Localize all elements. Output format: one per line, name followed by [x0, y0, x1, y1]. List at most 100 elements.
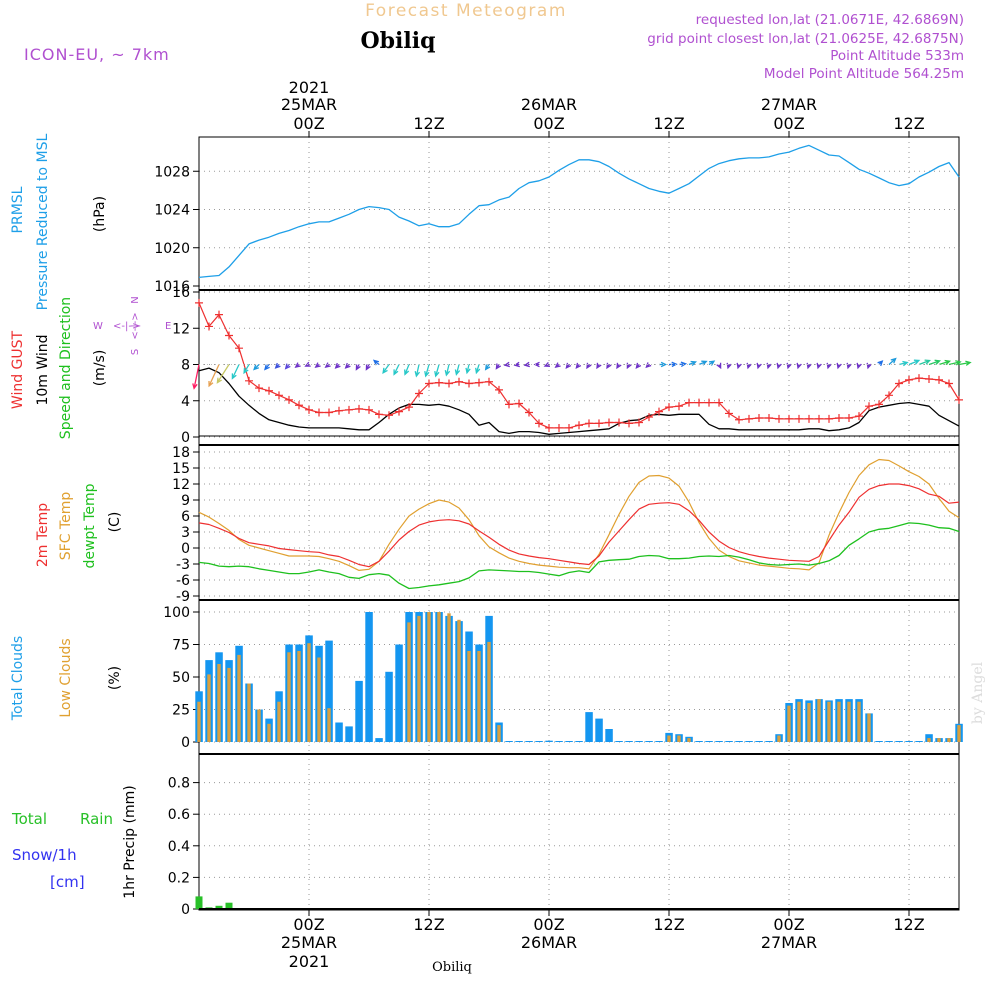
gust-marker — [815, 414, 823, 423]
y-tick-label: 12 — [172, 477, 190, 493]
wind-vector-arrow — [475, 364, 481, 375]
gust-marker — [455, 377, 463, 386]
compass-rose: N W <-|-> E S <-|-> — [93, 296, 171, 355]
gust-marker — [395, 407, 403, 416]
precip-label-rain: Rain — [80, 810, 113, 828]
pressure-unit: (hPa) — [92, 196, 108, 232]
gust-marker — [325, 408, 333, 417]
wind-label-10m: 10m Wind — [35, 334, 51, 405]
gust-marker — [575, 421, 583, 430]
wind-vector-arrow — [304, 361, 311, 367]
gust-marker — [795, 414, 803, 423]
gust-marker — [545, 423, 553, 432]
wind-vector-arrow — [382, 364, 390, 375]
y-tick-label: 75 — [172, 638, 190, 654]
low-cloud-bar — [427, 612, 431, 742]
y-tick-label: 0 — [181, 735, 190, 751]
wind-vector-arrow — [776, 362, 782, 370]
y-tick-label: 0.8 — [168, 776, 190, 792]
gust-marker — [215, 310, 223, 319]
y-tick-label: 16 — [172, 285, 190, 301]
wind-vector-arrow — [253, 364, 260, 371]
wind-vector-arrow — [192, 364, 200, 390]
y-tick-label: 6 — [181, 509, 190, 525]
bottom-hour-label: 12Z — [653, 915, 684, 934]
wind-vector-arrow — [454, 364, 461, 376]
bottom-hour-label: 12Z — [893, 915, 924, 934]
wind-vector-arrow — [928, 359, 942, 366]
low-cloud-bar — [467, 651, 471, 742]
gust-marker — [785, 414, 793, 423]
total-cloud-bar — [725, 741, 733, 742]
top-hour-label: 12Z — [413, 114, 444, 133]
temperature-panel: 2m Temp SFC Temp dewpt Temp (C) -9-6-303… — [35, 444, 960, 605]
total-cloud-bar — [395, 644, 403, 742]
wind-vector-arrow — [365, 364, 371, 371]
wind-panel: Wind GUST 10m Wind Speed and Direction (… — [10, 285, 972, 446]
total-cloud-bar — [355, 680, 363, 742]
wind-vector-arrow — [484, 364, 491, 371]
low-cloud-bar — [857, 701, 861, 742]
low-cloud-bar — [687, 738, 691, 742]
low-cloud-bar — [807, 703, 811, 742]
gust-marker — [205, 322, 213, 331]
chart-title: Forecast Meteogram — [365, 1, 567, 21]
wind-vector-arrow — [708, 360, 716, 366]
wind-vector-arrow — [736, 362, 742, 370]
gust-marker — [875, 400, 883, 409]
total-cloud-bar — [885, 741, 893, 742]
total-cloud-bar — [325, 640, 333, 742]
wind-vector-arrow — [294, 362, 301, 369]
wind-vector-arrow — [372, 359, 380, 366]
gust-marker — [565, 423, 573, 432]
gust-marker — [845, 413, 853, 422]
gust-marker — [925, 375, 933, 383]
gust-marker — [295, 401, 303, 410]
y-tick-label: 18 — [172, 445, 190, 461]
wind10m-line — [198, 367, 960, 435]
gust-marker — [905, 375, 913, 384]
compass-n: N — [130, 296, 141, 303]
gust-marker — [625, 419, 633, 428]
wind-vector-arrow — [264, 364, 270, 371]
bottom-hour-label: 00Z — [533, 915, 564, 934]
low-cloud-bar — [947, 738, 951, 742]
y-tick-label: 15 — [172, 461, 190, 477]
y-tick-label: -9 — [176, 589, 190, 605]
total-cloud-bar — [705, 741, 713, 742]
model-label: ICON-EU, ~ 7km — [24, 45, 170, 64]
low-cloud-bar — [677, 735, 681, 742]
gust-marker — [825, 414, 833, 423]
wind-vector-arrow — [716, 362, 722, 370]
total-cloud-bar — [745, 741, 753, 742]
gust-marker — [485, 377, 493, 386]
y-tick-label: 0 — [181, 430, 190, 446]
wind-vector-arrow — [355, 364, 361, 371]
gust-marker — [305, 405, 313, 414]
temp-label-2m: 2m Temp — [35, 503, 51, 567]
wind-label-gust: Wind GUST — [10, 330, 26, 409]
bottom-hour-label: 12Z — [413, 915, 444, 934]
gust-marker — [245, 376, 253, 385]
total-cloud-bar — [765, 741, 773, 742]
total-cloud-bar — [555, 741, 563, 742]
total-cloud-bar — [915, 741, 923, 742]
low-cloud-bar — [667, 735, 671, 742]
y-tick-label: 8 — [181, 358, 190, 374]
wind-vector-arrow — [756, 362, 762, 370]
wind-vector-arrow — [334, 362, 341, 369]
y-tick-label: 3 — [181, 525, 190, 541]
compass-s: S — [130, 349, 141, 355]
gust-marker — [865, 402, 873, 411]
total-cloud-bar — [605, 729, 613, 742]
total-cloud-bar — [535, 741, 543, 742]
precip-label-cm: [cm] — [50, 873, 85, 891]
clouds-label-low: Low Clouds — [58, 638, 74, 717]
y-tick-label: 50 — [172, 670, 190, 686]
low-cloud-bar — [327, 708, 331, 742]
gust-marker — [715, 398, 723, 407]
bottom-date-label: 25MAR — [281, 933, 337, 952]
total-cloud-bar — [635, 741, 643, 742]
